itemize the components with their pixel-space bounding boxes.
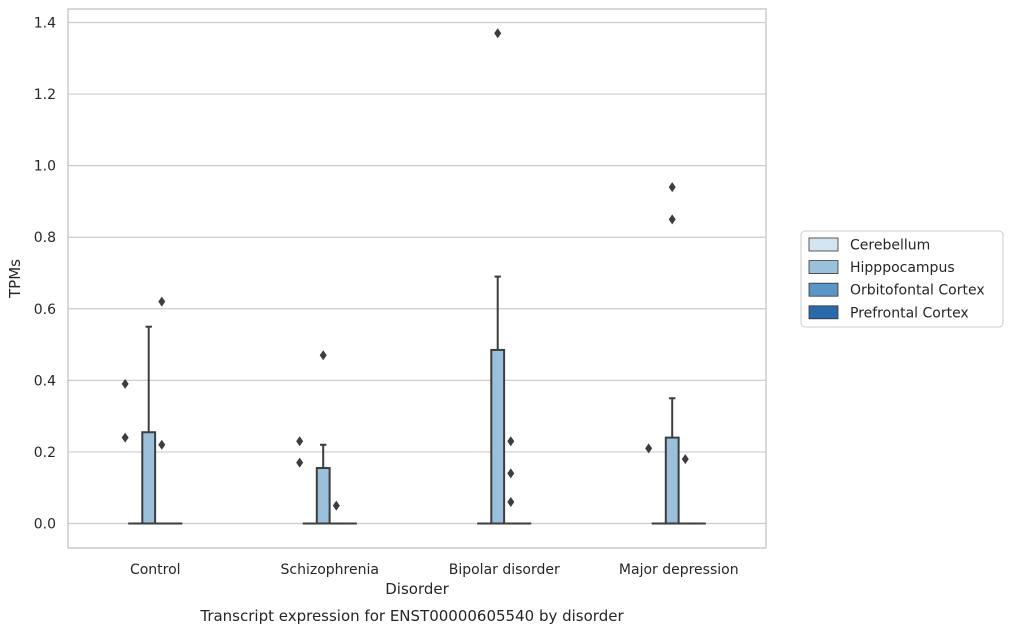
legend: Cerebellum Hipppocampus Orbitofontal Corte… — [800, 230, 1004, 328]
outlier-point — [332, 500, 340, 511]
outlier-point — [668, 214, 676, 225]
legend-swatch — [808, 305, 839, 320]
y-tick-label: 0.4 — [34, 373, 56, 389]
x-tick-label: Schizophrenia — [281, 562, 379, 578]
x-axis-label: Disorder — [385, 580, 449, 598]
plot-area-frame — [67, 8, 767, 549]
x-axis-ticks: Control Schizophrenia Bipolar disorder Majo… — [130, 562, 739, 578]
outlier-point — [668, 182, 676, 193]
y-tick-label: 0.6 — [34, 302, 56, 318]
legend-entry: Cerebellum — [850, 238, 930, 254]
legend-swatch — [808, 237, 839, 252]
legend-frame — [800, 230, 1004, 328]
outlier-point — [296, 436, 304, 447]
legend-swatch — [808, 282, 839, 297]
box-hipppocampus — [664, 436, 680, 525]
gridlines — [68, 21, 766, 525]
outlier-point — [158, 439, 166, 450]
outlier-point — [296, 457, 304, 468]
legend-swatch — [808, 260, 839, 275]
y-tick-label: 0.8 — [34, 230, 56, 246]
outlier-point — [507, 468, 515, 479]
x-tick-label: Bipolar disorder — [449, 562, 560, 578]
y-axis-label: TPMs — [6, 259, 24, 299]
outlier-point — [121, 378, 129, 389]
outlier-point — [319, 350, 327, 361]
y-tick-label: 1.4 — [34, 16, 56, 32]
outlier-point — [121, 432, 129, 443]
y-axis-ticks: 0.0 0.2 0.4 0.6 0.8 1.0 1.2 1.4 — [34, 16, 56, 533]
outlier-point — [507, 436, 515, 447]
box-hipppocampus — [141, 431, 157, 525]
box-hipppocampus — [315, 467, 331, 525]
legend-entry: Orbitofontal Cortex — [850, 283, 985, 299]
chart-caption: Transcript expression for ENST0000060554… — [199, 607, 624, 625]
outlier-point — [681, 454, 689, 465]
y-tick-label: 1.2 — [34, 87, 56, 103]
outlier-point — [494, 28, 502, 39]
outlier-point — [507, 497, 515, 508]
boxes-layer — [121, 28, 706, 525]
y-tick-label: 0.0 — [34, 517, 56, 533]
y-tick-label: 0.2 — [34, 445, 56, 461]
outlier-point — [645, 443, 653, 454]
x-tick-label: Major depression — [619, 562, 739, 578]
box-hipppocampus — [490, 348, 506, 525]
legend-entry: Prefrontal Cortex — [850, 305, 969, 321]
y-tick-label: 1.0 — [34, 159, 56, 175]
x-tick-label: Control — [130, 562, 181, 578]
legend-entry: Hipppocampus — [850, 260, 955, 276]
outlier-point — [158, 296, 166, 307]
